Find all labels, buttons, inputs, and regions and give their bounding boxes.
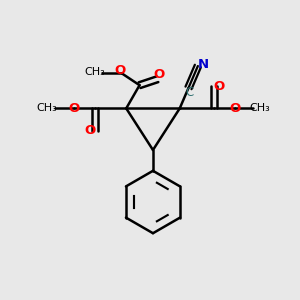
Text: O: O: [84, 124, 95, 137]
Text: O: O: [153, 68, 164, 81]
Text: CH₃: CH₃: [250, 103, 270, 113]
Text: O: O: [229, 102, 240, 115]
Text: N: N: [197, 58, 208, 71]
Text: CH₃: CH₃: [85, 68, 105, 77]
Text: O: O: [69, 102, 80, 115]
Text: CH₃: CH₃: [36, 103, 57, 113]
Text: O: O: [214, 80, 225, 93]
Text: C: C: [186, 85, 194, 99]
Text: O: O: [115, 64, 126, 77]
